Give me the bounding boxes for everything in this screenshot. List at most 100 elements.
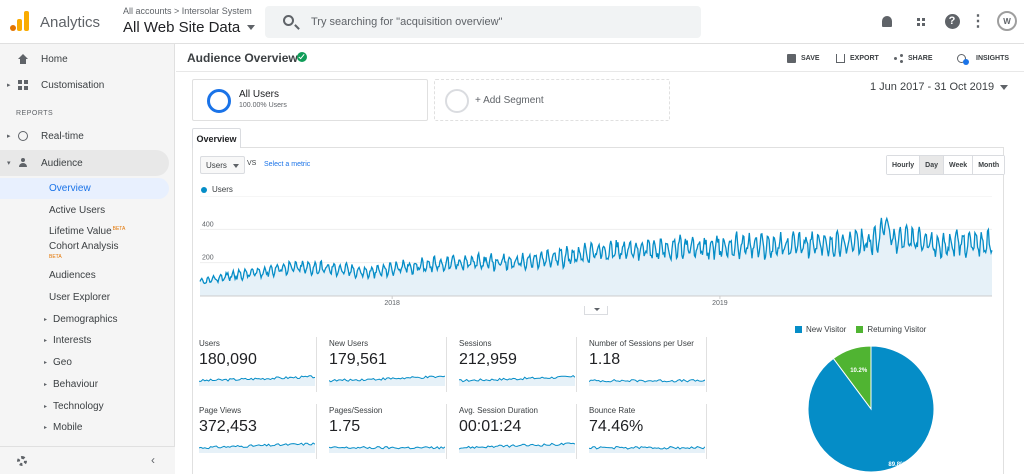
pie-legend-item: Returning Visitor — [856, 325, 926, 334]
metric-label: Avg. Session Duration — [459, 406, 539, 415]
legend-swatch — [856, 326, 864, 333]
vs-label: VS — [247, 160, 257, 167]
metric-selector[interactable]: Users — [200, 156, 245, 174]
chart-expand-toggle[interactable] — [584, 306, 608, 315]
tab-overview[interactable]: Overview — [192, 128, 241, 148]
pie-legend-item: New Visitor — [795, 325, 846, 334]
home-icon — [18, 54, 28, 64]
sidebar-item-label: Interests — [53, 335, 92, 346]
sidebar-item-lifetime-value[interactable]: Lifetime ValueBETA — [0, 221, 169, 242]
breadcrumb[interactable]: All accounts > Intersolar System — [123, 6, 252, 16]
sidebar-footer: ‹ — [0, 446, 175, 474]
range-hourly-button[interactable]: Hourly — [887, 156, 921, 174]
metric-label: Sessions — [459, 339, 492, 348]
metric-card[interactable]: New Users 179,561 — [322, 337, 447, 392]
segment-empty-circle-icon — [445, 89, 469, 113]
insights-button[interactable]: INSIGHTS — [957, 54, 1009, 65]
sparkline-line — [329, 446, 445, 450]
metric-card[interactable]: Avg. Session Duration 00:01:24 — [452, 404, 577, 459]
sidebar-item-label: Mobile — [53, 422, 83, 433]
time-granularity-buttons: Hourly Day Week Month — [886, 155, 1006, 175]
sidebar-item-technology[interactable]: ▸ Technology — [0, 396, 169, 417]
chevron-right-icon: ▸ — [44, 425, 48, 431]
more-vert-icon[interactable]: ⋮ — [970, 13, 986, 30]
search-box[interactable] — [265, 6, 701, 38]
share-button[interactable]: SHARE — [894, 54, 933, 63]
pie-legend: New Visitor Returning Visitor — [795, 325, 926, 334]
segment-circle-icon — [207, 89, 231, 113]
select-metric-link[interactable]: Select a metric — [264, 161, 311, 168]
search-input[interactable] — [311, 6, 691, 38]
metric-sparkline — [199, 375, 315, 386]
chevron-down-icon: ▾ — [7, 160, 11, 167]
pie-slice[interactable] — [807, 345, 935, 473]
sidebar-item-label: Audiences — [49, 270, 96, 281]
sidebar-item-user-explorer[interactable]: User Explorer — [0, 287, 169, 308]
metric-card[interactable]: Pages/Session 1.75 — [322, 404, 447, 459]
analytics-logo-icon[interactable] — [10, 11, 30, 31]
metric-value: 212,959 — [459, 351, 517, 368]
metric-card[interactable]: Number of Sessions per User 1.18 — [582, 337, 707, 392]
sidebar-item-customisation[interactable]: ▸ Customisation — [0, 72, 169, 98]
sidebar-item-behaviour[interactable]: ▸ Behaviour — [0, 374, 169, 395]
dashboard-icon — [18, 80, 28, 90]
sidebar-item-mobile[interactable]: ▸ Mobile — [0, 417, 169, 438]
gear-icon[interactable] — [17, 456, 27, 466]
sidebar-item-audience[interactable]: ▾ Audience — [0, 150, 169, 176]
date-range-picker[interactable]: 1 Jun 2017 - 31 Oct 2019 — [870, 81, 1009, 93]
sparkline-line — [199, 442, 315, 450]
metric-card[interactable]: Page Views 372,453 — [192, 404, 317, 459]
segment-percentage: 100.00% Users — [239, 102, 287, 109]
report-header: Audience Overview SAVE EXPORT SHARE INSI… — [176, 44, 1024, 72]
view-name: All Web Site Data — [123, 19, 241, 36]
sidebar-item-label: Home — [41, 53, 68, 65]
person-icon — [18, 158, 28, 168]
sparkline-area — [589, 446, 705, 453]
users-line-chart[interactable]: 20040060020182019 — [192, 196, 1004, 306]
metric-label: Pages/Session — [329, 406, 383, 415]
avatar[interactable]: W — [997, 11, 1017, 31]
export-button[interactable]: EXPORT — [836, 54, 879, 63]
apps-grid-icon[interactable] — [911, 12, 929, 30]
metric-card[interactable]: Users 180,090 — [192, 337, 317, 392]
chevron-right-icon: ▸ — [44, 404, 48, 410]
share-label: SHARE — [908, 55, 933, 62]
metric-value: 180,090 — [199, 351, 257, 368]
sidebar-item-geo[interactable]: ▸ Geo — [0, 352, 169, 373]
sidebar-item-overview[interactable]: Overview — [0, 178, 169, 199]
sparkline-area — [589, 379, 705, 386]
notifications-bell-icon[interactable] — [878, 12, 896, 30]
save-label: SAVE — [801, 55, 820, 62]
range-month-button[interactable]: Month — [973, 156, 1005, 174]
sidebar-item-realtime[interactable]: ▸ Real-time — [0, 123, 169, 149]
share-icon — [894, 54, 903, 63]
page-title: Audience Overview — [187, 51, 298, 65]
sidebar-item-label: Behaviour — [53, 379, 99, 390]
sidebar-item-cohort-analysis[interactable]: Cohort Analysis BETA — [0, 240, 169, 262]
visitor-type-pie-chart[interactable]: 10.2% 89.8% — [806, 344, 936, 474]
export-label: EXPORT — [850, 55, 879, 62]
sidebar-item-demographics[interactable]: ▸ Demographics — [0, 309, 169, 330]
sidebar-item-label: Technology — [53, 401, 104, 412]
range-day-button[interactable]: Day — [920, 156, 945, 174]
pie-slice-label: 10.2% — [850, 368, 868, 374]
chevron-down-icon — [233, 164, 239, 168]
help-icon[interactable]: ? — [943, 12, 961, 30]
metric-value: 179,561 — [329, 351, 387, 368]
sidebar-item-interests[interactable]: ▸ Interests — [0, 330, 169, 351]
metric-card[interactable]: Sessions 212,959 — [452, 337, 577, 392]
view-selector[interactable]: All Web Site Data — [123, 19, 256, 36]
add-segment-button[interactable]: + Add Segment — [434, 79, 670, 121]
chevron-right-icon: ▸ — [7, 133, 11, 140]
metric-card[interactable]: Bounce Rate 74.46% — [582, 404, 707, 459]
sidebar: Home ▸ Customisation REPORTS ▸ Real-time… — [0, 44, 175, 474]
pie-slice-label: 89.8% — [888, 462, 906, 468]
metric-selector-label: Users — [206, 160, 227, 170]
sidebar-item-active-users[interactable]: Active Users — [0, 200, 169, 221]
sidebar-item-audiences[interactable]: Audiences — [0, 265, 169, 286]
range-week-button[interactable]: Week — [944, 156, 974, 174]
segment-all-users[interactable]: All Users 100.00% Users — [192, 79, 428, 121]
save-button[interactable]: SAVE — [787, 54, 820, 63]
sidebar-item-home[interactable]: Home — [0, 46, 169, 72]
collapse-sidebar-icon[interactable]: ‹ — [151, 453, 155, 467]
